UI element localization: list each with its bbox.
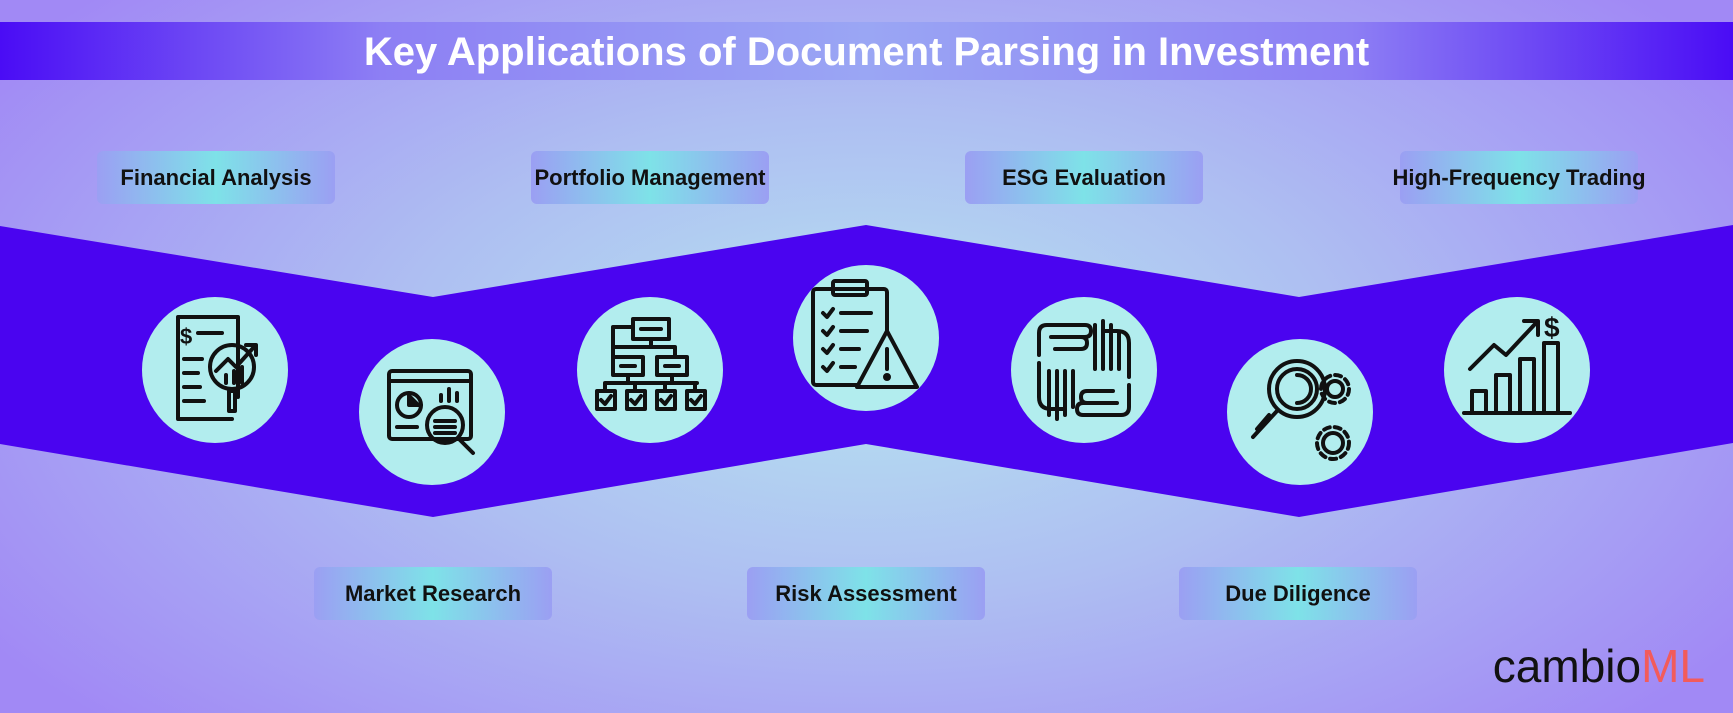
label-market-research-box (314, 567, 552, 620)
label-due-diligence: Due Diligence (1225, 581, 1371, 606)
label-financial-analysis-box (97, 151, 335, 204)
market-research-icon (359, 339, 505, 485)
financial-report-icon: $ (142, 297, 288, 443)
label-due-diligence-box (1179, 567, 1417, 620)
label-risk-assessment-box (747, 567, 985, 620)
svg-text:$: $ (180, 324, 192, 349)
label-financial-analysis: Financial Analysis (120, 165, 312, 190)
trading-growth-chart-icon: $ (1444, 297, 1590, 443)
label-portfolio-management-box (531, 151, 769, 204)
label-esg-evaluation-box (965, 151, 1203, 204)
label-portfolio-management: Portfolio Management (534, 165, 766, 190)
label-risk-assessment: Risk Assessment (775, 581, 957, 606)
due-diligence-search-icon (1227, 339, 1373, 485)
page-title: Key Applications of Document Parsing in … (363, 30, 1370, 74)
label-market-research: Market Research (344, 581, 522, 606)
brand-logo: cambioML (1493, 640, 1705, 692)
label-high-frequency-trading: High-Frequency Trading (1392, 165, 1646, 190)
label-esg-evaluation: ESG Evaluation (1002, 165, 1166, 190)
label-high-frequency-trading-box (1400, 151, 1638, 204)
logo-wordmark-part1: cambio (1492, 640, 1642, 692)
title-banner (0, 22, 1733, 80)
svg-text:$: $ (1544, 312, 1560, 343)
esg-hands-icon (1011, 297, 1157, 443)
portfolio-hierarchy-icon (577, 297, 723, 443)
logo-wordmark-part2: ML (1641, 640, 1705, 692)
risk-checklist-icon (793, 265, 939, 411)
